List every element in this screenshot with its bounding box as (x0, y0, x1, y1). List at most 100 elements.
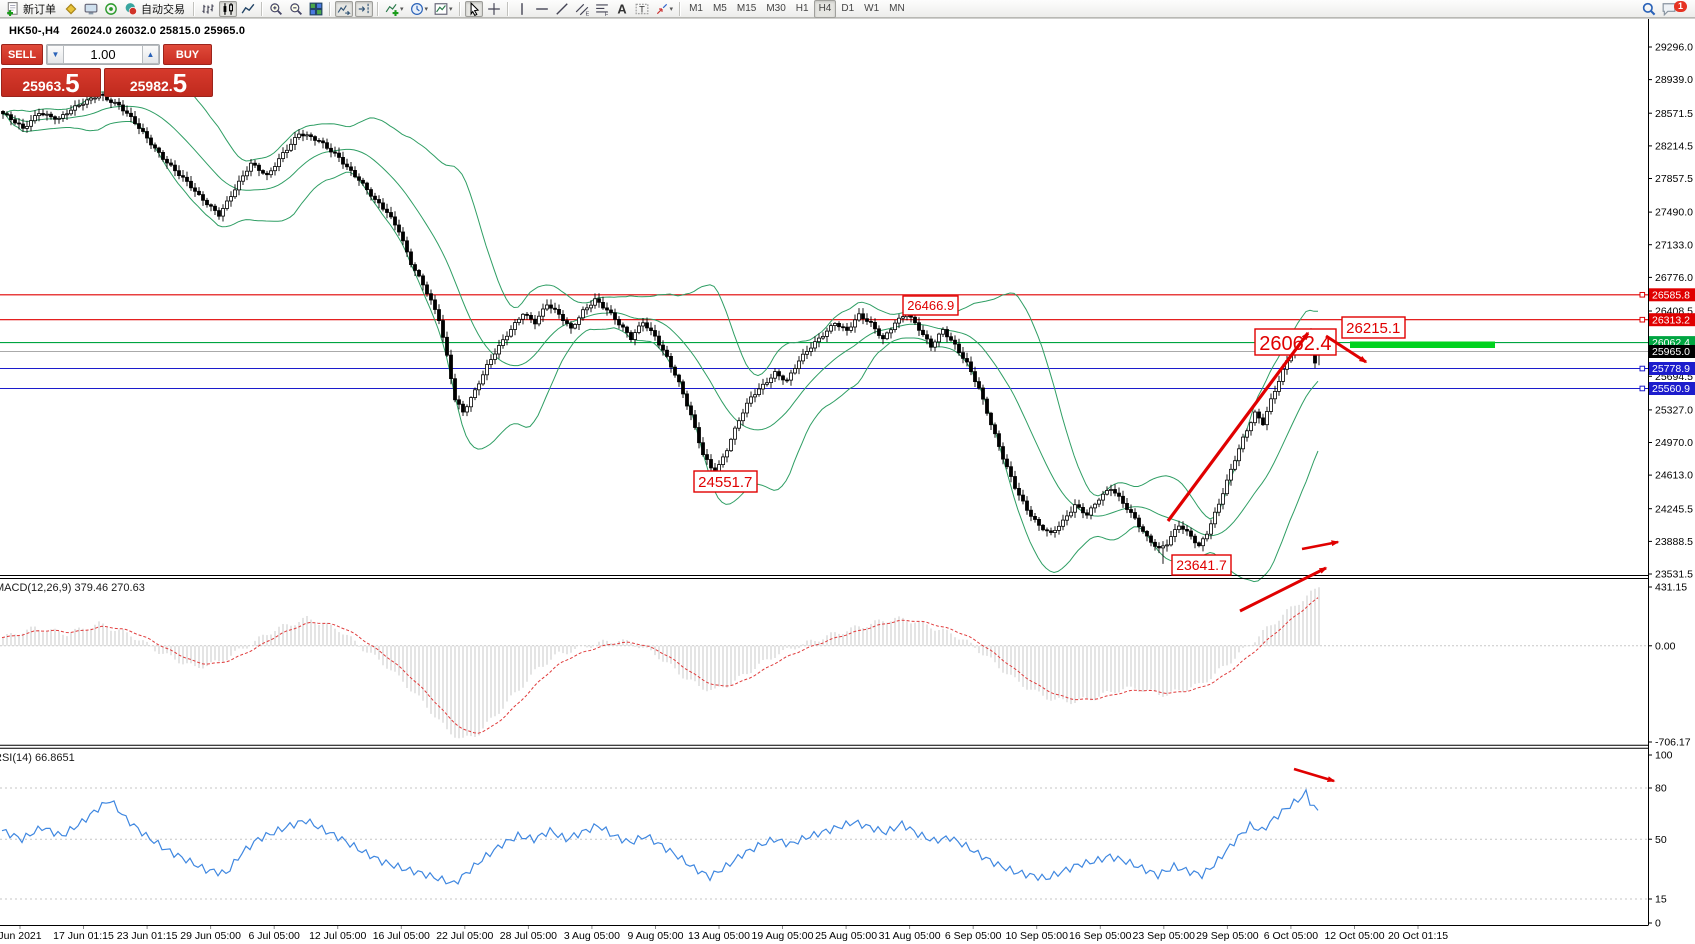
market-watch-button[interactable] (82, 1, 100, 17)
volume-decrease-button[interactable]: ▼ (47, 45, 64, 64)
svg-text:F: F (604, 11, 608, 15)
price-tick-label: 26776.0 (1655, 272, 1693, 284)
time-tick-label: 16 Sep 05:00 (1069, 930, 1132, 942)
timeframe-button-m15[interactable]: M15 (736, 3, 757, 14)
sell-price-display[interactable]: 25963. 5 (1, 68, 101, 97)
annotation-price-box[interactable] (1341, 316, 1406, 339)
annotation-price-box[interactable] (693, 470, 758, 493)
time-tick-label: 16 Jul 05:00 (373, 930, 430, 942)
toolbar: 新订单 自动交易 ▾ ▾ ▾ E F A T ▾ M1 M5 M15 M30 H1 H4 D1 W1 MN 1 (0, 0, 1695, 18)
line-handle[interactable] (1639, 385, 1646, 392)
price-tick-label: 28939.0 (1655, 74, 1693, 86)
autotrade-button[interactable]: 自动交易 (122, 1, 189, 17)
text-label-button[interactable]: T (633, 1, 651, 17)
deposit-icon (64, 2, 78, 16)
line-chart-icon (241, 2, 255, 16)
macd-histogram (2, 587, 1320, 739)
horizontal-line-button[interactable] (533, 1, 551, 17)
periods-button[interactable]: ▾ (408, 1, 431, 17)
highlighted-price-label (1649, 345, 1695, 358)
line-handle[interactable] (1639, 291, 1646, 298)
templates-button[interactable]: ▾ (432, 1, 455, 17)
chart-shift-button[interactable] (355, 0, 373, 17)
price-tick-label: 27857.5 (1655, 173, 1693, 185)
cursor-icon (467, 1, 481, 16)
time-tick-label: 10 Sep 05:00 (1005, 930, 1068, 942)
buy-price-display[interactable]: 25982. 5 (104, 68, 213, 97)
toolbar-separator (377, 1, 379, 16)
annotation-price-text: 26215.1 (1346, 320, 1400, 337)
price-axis: 29296.0 28939.0 28571.5 28214.5 27857.5 27490… (1648, 42, 1695, 581)
annotation-price-box[interactable] (902, 295, 959, 316)
green-highlight-zone[interactable] (1350, 341, 1495, 349)
toolbar-separator (329, 1, 331, 16)
volume-increase-button[interactable]: ▲ (142, 45, 159, 64)
line-handle[interactable] (1639, 365, 1646, 372)
trendline-button[interactable] (553, 1, 571, 17)
time-tick-label: Jun 2021 (0, 930, 42, 942)
tile-windows-button[interactable] (307, 1, 325, 17)
timeframe-button-m1[interactable]: M1 (689, 3, 703, 14)
trend-arrow[interactable] (1293, 767, 1336, 783)
volume-value[interactable]: 1.00 (64, 45, 142, 64)
timeframe-button-w1[interactable]: W1 (864, 3, 880, 14)
rsi-line (1, 788, 1319, 885)
search-button[interactable] (1640, 1, 1658, 17)
chart-plot-area[interactable] (0, 19, 1695, 944)
bollinger-bands (1, 76, 1319, 583)
timeframe-button-d1[interactable]: D1 (841, 3, 855, 14)
price-tick-label: 24613.0 (1655, 470, 1693, 482)
annotation-price-text: 24551.7 (698, 474, 752, 491)
price-tick-label: 28214.5 (1655, 141, 1693, 153)
fibonacci-button[interactable]: F (593, 1, 611, 17)
timeframe-button-mn[interactable]: MN (889, 3, 905, 14)
buy-button[interactable]: BUY (163, 44, 212, 65)
auto-scroll-button[interactable] (335, 0, 353, 17)
new-order-button[interactable]: 新订单 (4, 1, 60, 17)
svg-text:T: T (639, 4, 645, 14)
timeframe-button-h1[interactable]: H1 (795, 3, 809, 14)
candlestick-icon (221, 2, 235, 16)
time-tick-label: 20 Oct 01:15 (1388, 930, 1448, 942)
cursor-button[interactable] (464, 0, 483, 17)
trend-arrow[interactable] (1239, 566, 1328, 613)
trendline-icon (555, 2, 569, 16)
bollinger-band-upper (1, 76, 1318, 520)
candlestick-button[interactable] (219, 0, 237, 17)
sell-price-frac: 5 (65, 68, 80, 98)
timeframe-button-m30[interactable]: M30 (766, 3, 786, 14)
vertical-line-button[interactable] (513, 1, 531, 17)
template-icon (434, 2, 448, 16)
macd-axis-label: 431.15 (1655, 582, 1687, 594)
line-chart-button[interactable] (239, 1, 257, 17)
signals-button[interactable] (102, 1, 120, 17)
text-button[interactable]: A (613, 1, 631, 17)
line-handle[interactable] (1639, 316, 1646, 323)
trend-arrow[interactable] (1166, 331, 1310, 522)
rsi-axis-label: 50 (1655, 834, 1667, 846)
crosshair-button[interactable] (485, 1, 503, 17)
zoom-in-button[interactable] (267, 1, 285, 17)
time-tick-label: 19 Aug 05:00 (752, 930, 814, 942)
arrow-objects-button[interactable]: ▾ (653, 1, 676, 17)
deposit-button[interactable] (62, 1, 80, 17)
time-tick-label: 28 Jul 05:00 (500, 930, 557, 942)
timeframe-button-h4[interactable]: H4 (813, 0, 837, 18)
indicators-button[interactable]: ▾ (383, 1, 406, 17)
annotation-price-box[interactable] (1171, 554, 1232, 576)
time-tick-label: 12 Jul 05:00 (309, 930, 366, 942)
rsi-panel (0, 787, 1648, 900)
crosshair-icon (487, 2, 501, 16)
bar-chart-button[interactable] (199, 1, 217, 17)
macd-panel (0, 587, 1648, 739)
timeframe-button-m5[interactable]: M5 (712, 3, 727, 14)
sell-button[interactable]: SELL (1, 44, 43, 65)
highlighted-price-label (1649, 362, 1695, 375)
equidistant-channel-button[interactable]: E (573, 1, 591, 17)
zoom-out-button[interactable] (287, 1, 305, 17)
trend-arrow[interactable] (1325, 334, 1368, 364)
svg-text:A: A (617, 2, 626, 16)
trend-arrow[interactable] (1301, 540, 1340, 551)
time-tick-label: 29 Jun 05:00 (180, 930, 241, 942)
